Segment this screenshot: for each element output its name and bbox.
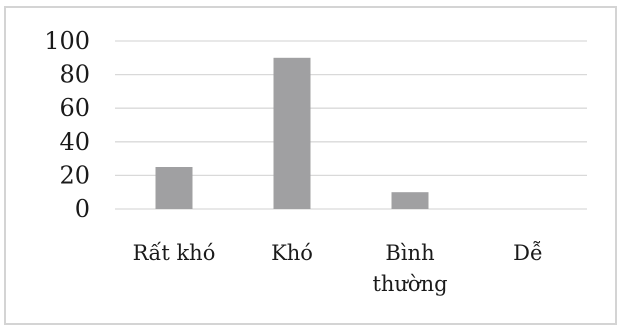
y-tick-label: 40	[59, 128, 90, 156]
y-axis-tick-labels: 0 20 40 60 80 100	[44, 27, 90, 223]
x-category-label: Dễ	[513, 241, 543, 265]
x-category-label: Bình thường	[372, 241, 447, 296]
bars	[155, 57, 429, 209]
y-tick-label: 20	[59, 161, 90, 189]
y-tick-label: 0	[75, 195, 90, 223]
gridlines	[115, 40, 587, 210]
y-tick-label: 100	[44, 27, 90, 55]
y-tick-label: 60	[59, 94, 90, 122]
x-category-label: Rất khó	[133, 241, 216, 265]
bar	[273, 57, 311, 209]
y-tick-label: 80	[59, 61, 90, 89]
x-category-label: Khó	[271, 241, 313, 265]
x-axis-category-labels: Rất khó Khó Bình thường Dễ	[133, 241, 543, 296]
bar	[391, 192, 429, 209]
bar	[155, 167, 193, 209]
